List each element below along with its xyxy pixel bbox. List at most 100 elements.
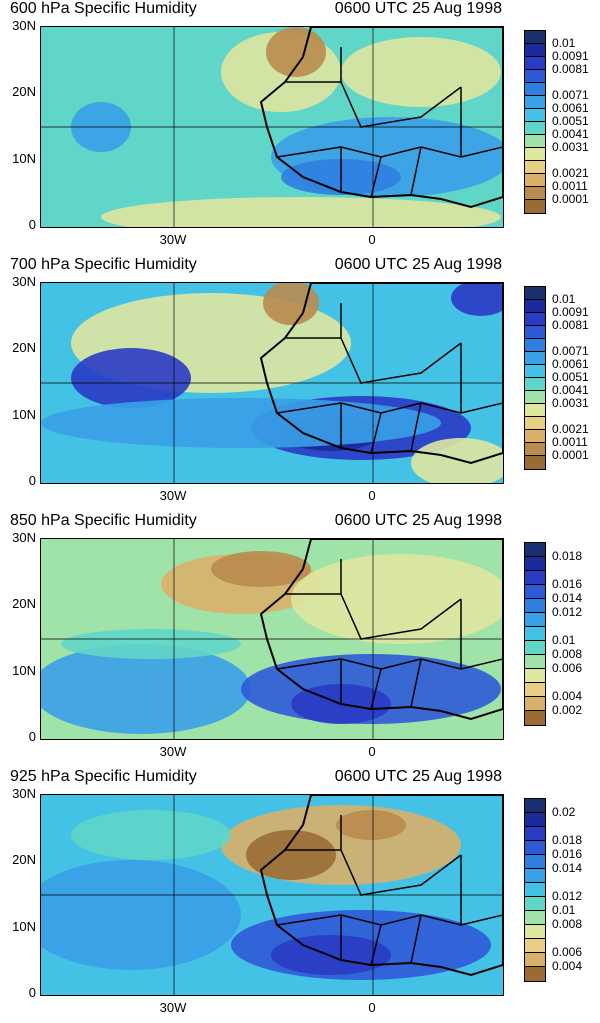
colorbar-label: 0.02 [552,805,576,819]
colorbar-swatch [525,57,545,70]
colorbar-swatch [525,109,545,122]
colorbar-label: 0.0091 [552,305,589,319]
humidity-contour [41,644,251,734]
humidity-contour [71,348,191,408]
colorbar-swatch [525,711,545,725]
colorbar-swatch [525,365,545,378]
colorbar [524,30,546,214]
colorbar-swatch [525,557,545,571]
lat-label-0: 0 [28,985,36,1000]
colorbar-label: 0.004 [552,689,583,703]
colorbar-label: 0.0001 [552,192,589,206]
map-panel-850: 850 hPa Specific Humidity 0600 UTC 25 Au… [0,512,600,767]
colorbar-swatch [525,83,545,96]
humidity-contour [246,830,336,880]
lon-label-0: 0 [368,488,376,503]
country-borders [276,559,503,710]
colorbar-swatch [525,326,545,339]
colorbar-swatch [525,174,545,187]
colorbar-swatch [525,627,545,641]
colorbar-swatch [525,799,545,813]
colorbar-swatch [525,655,545,669]
colorbar-label: 0.0031 [552,396,589,410]
colorbar-swatch [525,443,545,456]
colorbar-label: 0.0021 [552,166,589,180]
colorbar-swatch [525,44,545,57]
colorbar-swatch [525,187,545,200]
lat-label-20n: 20N [12,852,36,867]
humidity-contour [341,37,501,107]
colorbar [524,542,546,726]
lon-label-30w: 30W [159,1000,187,1015]
colorbar-swatch [525,456,545,469]
colorbar-swatch [525,571,545,585]
lat-label-20n: 20N [12,84,36,99]
colorbar-label: 0.01 [552,36,576,50]
colorbar-swatch [525,697,545,711]
colorbar-label: 0.0051 [552,114,589,128]
colorbar-swatch [525,313,545,326]
panel-time: 0600 UTC 25 Aug 1998 [334,512,502,529]
lat-label-30n: 30N [12,274,36,289]
lon-label-0: 0 [368,1000,376,1015]
colorbar-swatch [525,417,545,430]
colorbar-swatch [525,96,545,109]
colorbar-label: 0.006 [552,945,583,959]
colorbar-label: 0.0011 [552,435,588,449]
colorbar-swatch [525,430,545,443]
map-plot [40,794,504,996]
country-borders [276,303,503,454]
colorbar-swatch [525,599,545,613]
colorbar-label: 0.01 [552,633,576,647]
colorbar-swatch [525,897,545,911]
colorbar-swatch [525,161,545,174]
map-panel-700: 700 hPa Specific Humidity 0600 UTC 25 Au… [0,256,600,511]
colorbar-label: 0.0051 [552,370,589,384]
colorbar-swatch [525,967,545,981]
colorbar-swatch [525,883,545,897]
colorbar-label: 0.01 [552,903,576,917]
colorbar-swatch [525,869,545,883]
colorbar-swatch [525,122,545,135]
colorbar-label: 0.004 [552,959,583,973]
humidity-contour [211,551,311,587]
colorbar [524,798,546,982]
panel-title: 700 hPa Specific Humidity [10,256,197,273]
colorbar-label: 0.0011 [552,179,588,193]
colorbar-label: 0.018 [552,549,583,563]
colorbar-swatch [525,669,545,683]
colorbar-label: 0.014 [552,591,583,605]
lon-label-30w: 30W [159,232,187,247]
lon-label-30w: 30W [159,488,187,503]
colorbar-swatch [525,925,545,939]
colorbar-swatch [525,855,545,869]
colorbar-label: 0.014 [552,861,583,875]
colorbar-label: 0.008 [552,917,583,931]
lat-label-30n: 30N [12,18,36,33]
humidity-contour [411,438,503,483]
humidity-contour [41,398,441,448]
colorbar-swatch [525,641,545,655]
lat-label-0: 0 [28,473,36,488]
panel-title: 600 hPa Specific Humidity [10,0,197,17]
panel-time: 0600 UTC 25 Aug 1998 [334,0,502,17]
lat-label-0: 0 [28,729,36,744]
colorbar-swatch [525,953,545,967]
colorbar-swatch [525,543,545,557]
colorbar-label: 0.012 [552,605,583,619]
map-plot [40,538,504,740]
map-panel-925: 925 hPa Specific Humidity 0600 UTC 25 Au… [0,768,600,1023]
colorbar-swatch [525,287,545,300]
colorbar-label: 0.006 [552,661,583,675]
panel-time: 0600 UTC 25 Aug 1998 [334,768,502,785]
map-plot [40,26,504,228]
colorbar-label: 0.0071 [552,88,589,102]
colorbar-label: 0.012 [552,889,583,903]
humidity-contour [336,810,406,840]
humidity-contour [41,860,241,970]
colorbar-swatch [525,683,545,697]
country-borders [276,815,503,966]
lat-label-20n: 20N [12,340,36,355]
colorbar-label: 0.0001 [552,448,589,462]
colorbar-label: 0.0081 [552,318,589,332]
